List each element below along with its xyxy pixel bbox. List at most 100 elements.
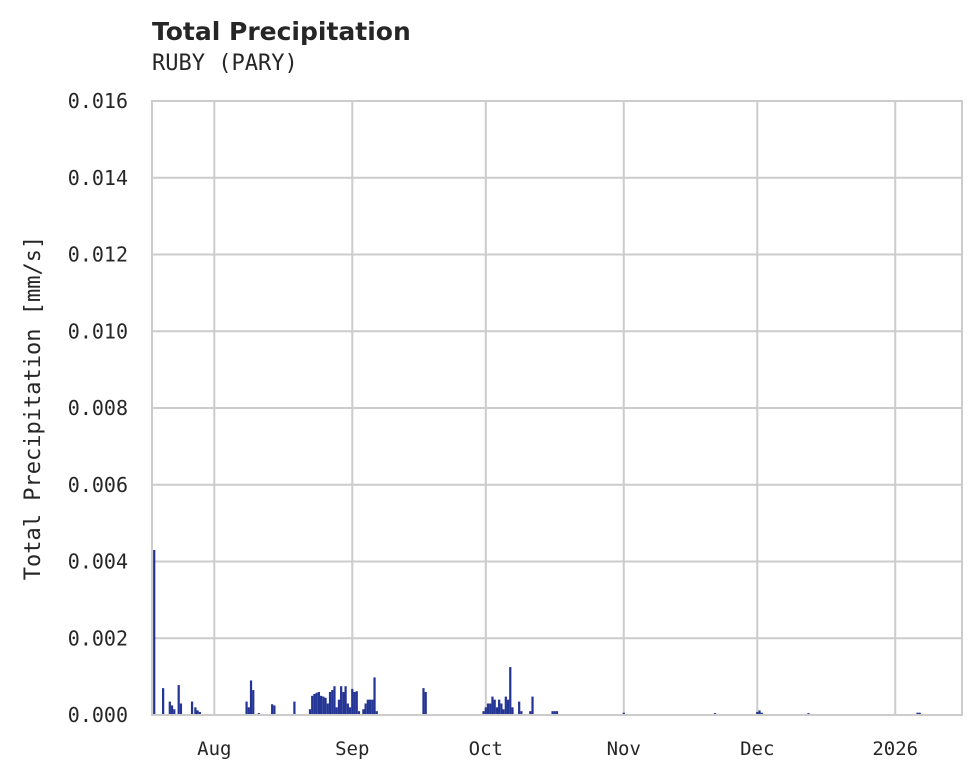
plot-frame [151,100,963,716]
x-tick-label: 2026 [872,738,918,760]
precipitation-bar [758,710,761,715]
precipitation-bar [331,690,334,715]
precipitation-bar [333,686,336,715]
precipitation-bar [342,691,345,715]
y-tick-label: 0.000 [68,703,128,727]
precipitation-bar [173,709,176,715]
precipitation-bar [502,709,505,715]
precipitation-bar [308,709,312,715]
precipitation-bar [366,699,369,715]
precipitation-bar [194,707,197,715]
precipitation-bar [506,699,510,715]
precipitation-bar [198,711,201,715]
precipitation-bar [346,703,349,715]
x-tick-label: Sep [335,738,369,760]
precipitation-bar [337,699,341,715]
x-axis-ticks: Aug Sep Oct Nov Dec 2026 [197,738,918,760]
precipitation-bar [177,685,180,715]
precipitation-bar [313,693,316,715]
precipitation-bar [353,691,356,715]
precipitation-bar [756,711,759,715]
precipitation-bar [511,707,514,715]
precipitation-bar [520,711,523,715]
precipitation-bar [622,712,625,715]
precipitation-bar [504,696,507,715]
precipitation-bar [484,707,487,715]
precipitation-bar [357,711,361,715]
precipitation-bar [916,712,919,715]
precipitation-bar [493,699,496,715]
y-tick-label: 0.012 [68,243,128,267]
y-tick-label: 0.008 [68,396,128,420]
precipitation-bar [293,701,296,715]
y-tick-label: 0.014 [68,166,128,190]
precipitation-bar [491,696,494,715]
precipitation-bar [245,701,248,715]
precipitation-bar [326,703,329,715]
precipitation-bar [168,701,171,715]
x-tick-label: Oct [469,738,503,760]
precipitation-bar [340,686,343,715]
precipitation-bar [422,688,425,715]
precipitation-bar [373,677,376,715]
y-tick-label: 0.004 [68,550,128,574]
precipitation-bar [179,703,183,715]
precipitation-bar [252,690,255,715]
precipitation-bar [375,711,378,715]
y-axis-label: Total Precipitation [mm/s] [21,236,46,580]
grid-lines [152,100,962,716]
precipitation-bar [760,712,763,715]
precipitation-bar [482,711,485,715]
precipitation-bar [518,701,521,715]
precipitation-bar [315,692,318,715]
precipitation-bars [153,549,921,715]
precipitation-bar [495,707,499,715]
precipitation-bar [273,705,276,715]
precipitation-bar [486,703,490,715]
chart-title: Total Precipitation [152,17,411,46]
precipitation-bar [322,696,325,715]
precipitation-bar [355,691,358,715]
precipitation-bar [553,711,556,715]
precipitation-bar [551,711,554,715]
precipitation-bar [555,711,559,715]
precipitation-bar [498,699,501,715]
precipitation-bar [320,695,323,715]
y-tick-label: 0.016 [68,89,128,113]
precipitation-bar [351,688,354,715]
y-tick-label: 0.006 [68,473,128,497]
precipitation-bar [328,691,332,715]
y-tick-label: 0.010 [68,319,128,343]
precipitation-bar [247,707,250,715]
precipitation-bar [335,707,338,715]
precipitation-bar [529,711,532,715]
x-tick-label: Dec [740,738,774,760]
precipitation-bar [271,704,274,715]
precipitation-bar [348,707,352,715]
precipitation-bar [190,701,194,715]
precipitation-bar [362,709,365,715]
precipitation-bar [368,699,372,715]
precipitation-bar [364,703,367,715]
precipitation-bar [162,688,165,715]
precipitation-bar [500,703,503,715]
y-axis-ticks: 0.000 0.002 0.004 0.006 0.008 0.010 0.012 0.014… [68,89,128,727]
precipitation-bar [249,680,253,715]
precipitation-bar [489,703,492,715]
precipitation-bar [424,691,427,715]
precipitation-bar [196,710,199,715]
precipitation-bar [317,691,321,715]
precipitation-bar [509,667,512,715]
precipitation-bar [918,712,921,715]
precipitation-bar [311,695,314,715]
precipitation-bar [531,696,534,715]
precipitation-bar [324,697,327,715]
precipitation-bar [170,705,174,715]
precipitation-bar [344,686,347,715]
x-tick-label: Nov [607,738,641,760]
precipitation-bar [371,699,374,715]
y-tick-label: 0.002 [68,626,128,650]
chart-subtitle: RUBY (PARY) [152,51,298,76]
x-tick-label: Aug [197,738,231,760]
